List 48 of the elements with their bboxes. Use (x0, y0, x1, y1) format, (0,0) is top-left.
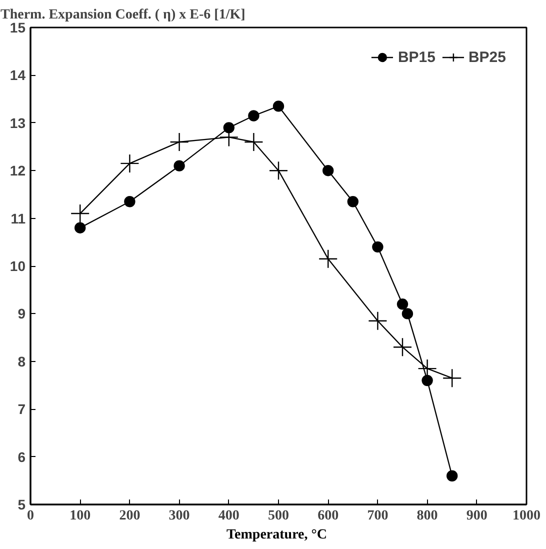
point (402, 308, 414, 320)
point (120, 154, 140, 174)
y-tick-label: 10 (10, 258, 26, 274)
point (70, 204, 90, 224)
y-tick-label: 8 (18, 353, 26, 370)
y-tick-label: 14 (10, 67, 26, 84)
x-tick-label: 0 (27, 508, 34, 524)
point (174, 160, 185, 172)
x-axis-title: Temperature, °C (226, 528, 327, 542)
point (396, 298, 408, 310)
point (442, 368, 462, 388)
x-tick-label: 600 (318, 508, 339, 524)
y-tick-label: 15 (10, 20, 26, 36)
point (124, 196, 136, 208)
y-tick-label: 13 (10, 114, 26, 131)
point (446, 470, 458, 482)
x-tick-label: 800 (416, 508, 438, 524)
point (170, 132, 189, 152)
x-tick-label: 700 (367, 508, 388, 524)
point (268, 161, 288, 180)
x-tick-label: 900 (466, 508, 488, 524)
x-tick-label: 100 (70, 508, 91, 524)
point (223, 122, 234, 134)
point (372, 241, 384, 253)
x-tick-label: 200 (119, 508, 140, 524)
x-tick-label: 500 (268, 508, 289, 524)
point (322, 165, 334, 176)
point (318, 249, 338, 268)
legend-label: BP25 (468, 48, 506, 66)
y-tick-label: 7 (18, 401, 26, 418)
point (422, 374, 433, 386)
point (74, 222, 86, 234)
legend-label: BP15 (398, 48, 436, 66)
y-tick-label: 12 (10, 162, 26, 179)
chart-title: Therm. Expansion Coeff. ( η) x E-6 [1/K] (0, 8, 246, 22)
point (272, 100, 284, 112)
x-tick-label: 400 (218, 508, 240, 524)
x-tick-label: 300 (168, 508, 190, 524)
point (392, 337, 412, 357)
y-tick-label: 5 (18, 496, 26, 512)
y-tick-label: 11 (10, 210, 26, 226)
y-tick-label: 9 (18, 306, 26, 322)
point (368, 311, 388, 330)
x-tick-label: 1000 (512, 508, 540, 524)
point (248, 110, 260, 122)
point (244, 132, 264, 152)
point (347, 196, 358, 208)
y-tick-label: 6 (18, 448, 26, 465)
